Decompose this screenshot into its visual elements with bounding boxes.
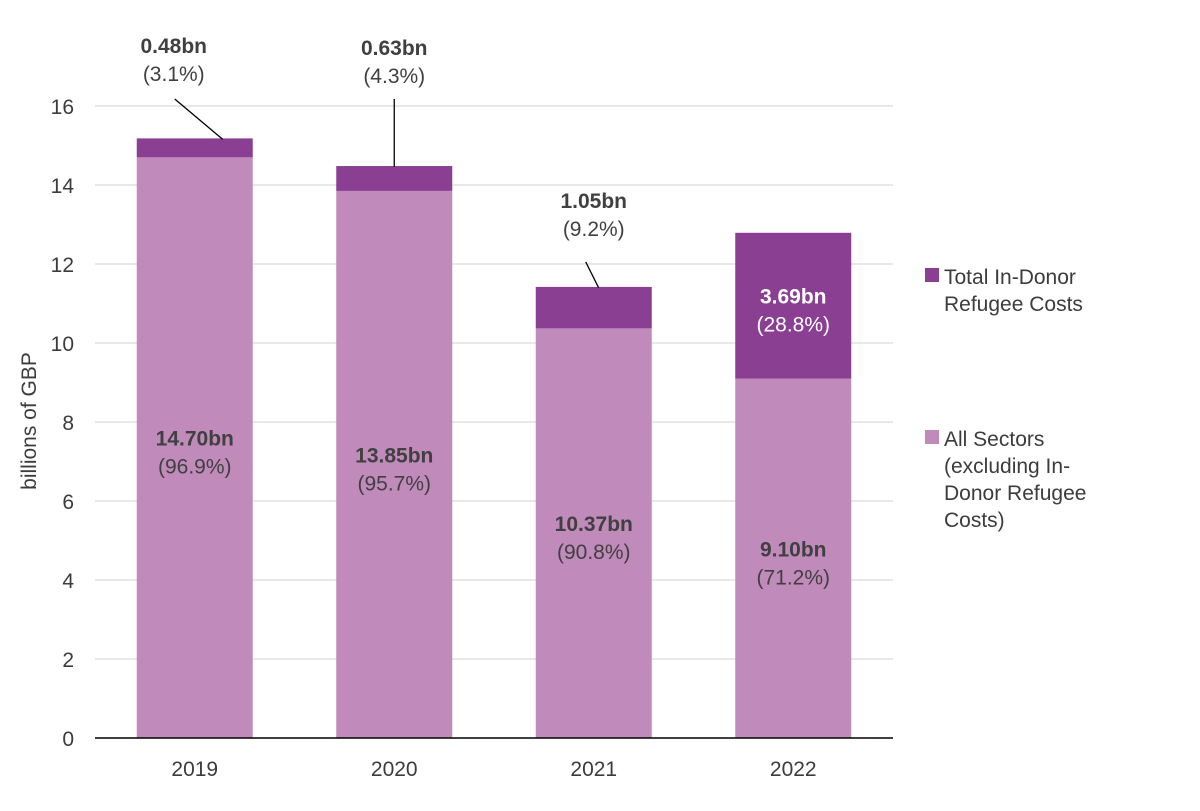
bars [136,138,852,739]
data-label-percent: (4.3%) [363,65,425,88]
data-label-value: 0.63bn [361,37,428,60]
y-axis-title: billions of GBP [18,352,41,490]
y-tick-label: 4 [62,570,74,593]
x-tick-label: 2019 [171,758,218,781]
bar-segment-refugee-costs [735,232,852,379]
data-label-value: 1.05bn [560,190,627,213]
y-tick-label: 8 [62,412,74,435]
data-label-percent: (3.1%) [143,63,205,86]
bar-segment-refugee-costs [535,286,652,329]
y-tick-label: 14 [51,175,75,198]
x-tick-label: 2020 [371,758,418,781]
data-label-percent: (95.7%) [357,472,431,495]
data-label-value: 3.69bn [760,286,827,309]
bar-segment-all-sectors [136,157,253,739]
legend: Total In-Donor Refugee Costs All Sectors (e… [925,266,1086,532]
label-connector [585,261,600,289]
legend-label: (excluding In- [944,455,1070,478]
data-labels: 14.70bn (96.9%) 0.48bn (3.1%) 13.85bn (95.7%)… [140,35,830,589]
data-label-percent: (9.2%) [563,218,625,241]
y-tick-label: 0 [62,728,74,751]
data-label-value: 0.48bn [140,35,207,58]
legend-label: Total In-Donor [944,266,1076,289]
data-label-percent: (90.8%) [557,541,631,564]
x-tick-label: 2021 [570,758,617,781]
x-axis: 2019 2020 2021 2022 [95,737,893,781]
legend-swatch [925,430,939,444]
y-tick-label: 10 [51,333,74,356]
bar-segment-all-sectors [535,328,652,738]
label-connector [174,98,224,140]
y-tick-label: 2 [62,649,74,672]
y-tick-label: 16 [51,96,74,119]
data-label-value: 13.85bn [355,444,433,467]
bar-segment-all-sectors [336,190,453,739]
data-label-value: 9.10bn [760,538,827,561]
x-tick-label: 2022 [770,758,817,781]
data-label-percent: (71.2%) [756,566,830,589]
y-tick-label: 12 [51,254,74,277]
legend-label: Donor Refugee [944,482,1086,505]
data-label-value: 10.37bn [555,513,633,536]
legend-label: Costs) [944,509,1005,532]
bar-segment-refugee-costs [136,138,253,158]
data-label-percent: (96.9%) [158,456,232,479]
legend-swatch [925,268,939,282]
data-label-value: 14.70bn [156,428,234,451]
legend-label: Refugee Costs [944,293,1083,316]
y-tick-label: 6 [62,491,74,514]
bar-segment-refugee-costs [336,166,453,191]
legend-label: All Sectors [944,428,1044,451]
data-label-percent: (28.8%) [756,314,830,337]
bar-segment-all-sectors [735,378,852,738]
y-axis-ticks: 0 2 4 6 8 10 12 14 16 [51,96,75,751]
